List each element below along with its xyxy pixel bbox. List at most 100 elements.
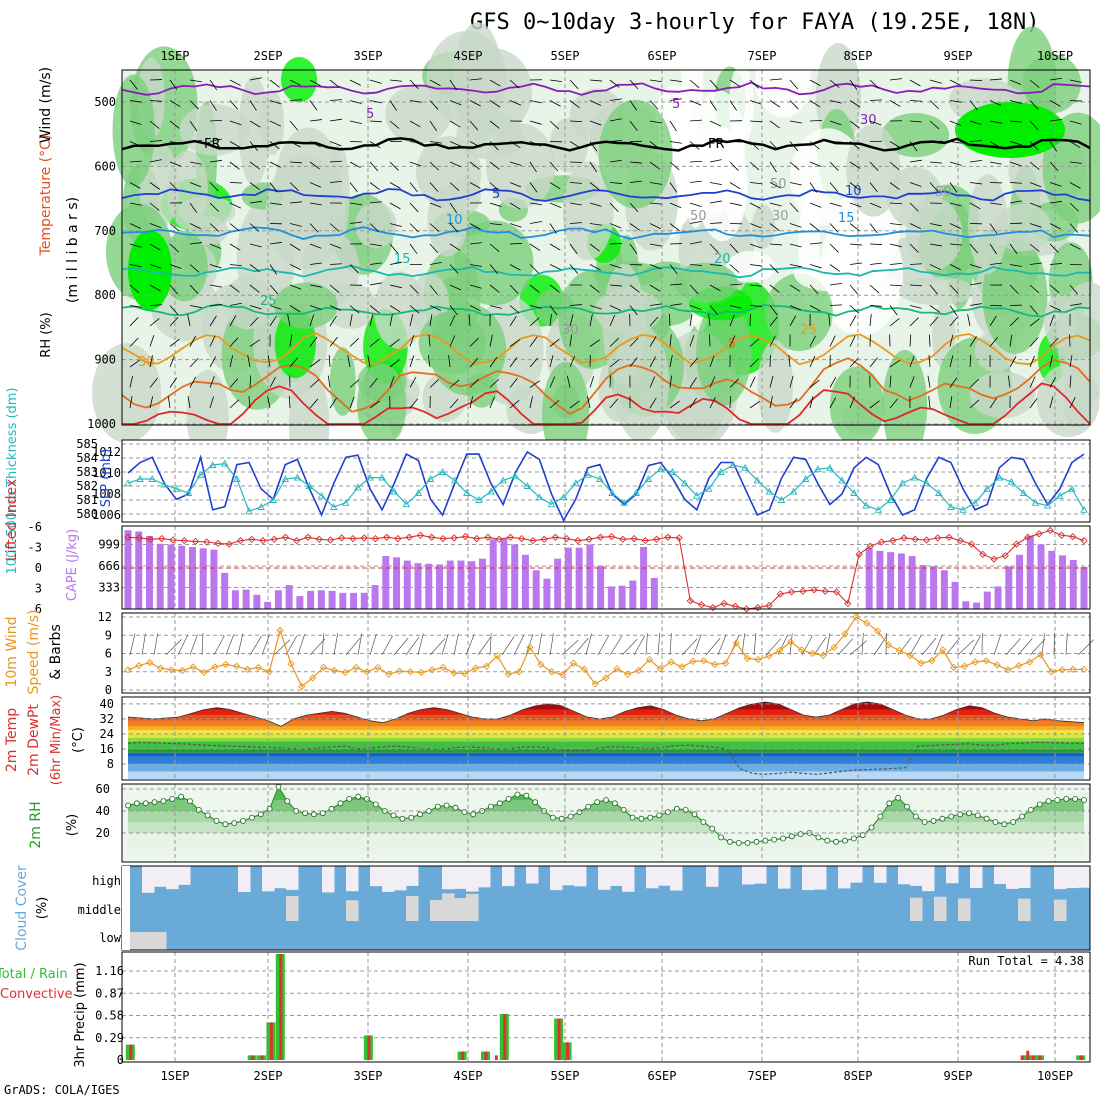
wind-speed-marker — [808, 649, 817, 658]
wind-barb — [489, 182, 500, 191]
wind-barb — [909, 305, 922, 309]
lifted-index-marker — [169, 536, 177, 544]
cloud-block-high — [598, 866, 611, 890]
wind-barb — [149, 182, 161, 190]
wind-barb — [669, 355, 673, 368]
wind-barb — [289, 357, 298, 368]
wind-barb — [969, 243, 979, 254]
wind-barb — [489, 223, 502, 226]
wind-barb — [229, 337, 239, 347]
wind-barb — [389, 338, 400, 347]
thickness-marker — [741, 463, 749, 471]
precip-convective-bar — [269, 1022, 273, 1060]
wind-barb — [589, 100, 602, 106]
wind-tick-label: 12 — [98, 610, 112, 624]
wind-barb — [409, 141, 422, 144]
wind-barb — [849, 335, 856, 347]
lifted-index-marker — [1035, 530, 1043, 538]
lifted-index-marker — [619, 535, 627, 543]
cape-bar — [607, 586, 615, 609]
wind-barb — [189, 358, 199, 368]
wind-barb — [1049, 223, 1061, 230]
wind-barb — [329, 141, 342, 147]
wind-barb — [569, 400, 580, 409]
wind-barb — [369, 305, 380, 314]
wind-barb — [169, 100, 181, 108]
thickness-marker — [196, 470, 205, 478]
wind-barb — [649, 316, 659, 327]
wind-barb — [689, 377, 697, 388]
wind-barb — [389, 376, 395, 388]
wind-barb — [229, 378, 239, 388]
wind-barb — [1029, 284, 1040, 294]
surface-wind-barb — [321, 633, 325, 656]
lifted-index-marker — [697, 601, 706, 609]
wind-tick-label: 0 — [105, 683, 112, 697]
rh2m-marker — [408, 814, 415, 821]
wind-speed-marker — [374, 663, 382, 672]
wind-barb — [549, 338, 560, 347]
rh-blob — [128, 230, 172, 310]
wind-speed-marker — [700, 657, 708, 665]
wind-barb — [509, 357, 518, 368]
wind-barb — [489, 100, 501, 108]
cloud-block-high — [778, 866, 791, 889]
lifted-index-marker — [664, 533, 672, 541]
wind-barb — [149, 223, 162, 229]
wind-barb — [209, 223, 220, 232]
wind-barb — [329, 160, 342, 163]
rh-blob — [238, 76, 270, 186]
temp-band — [128, 756, 1084, 764]
wind-barb — [989, 315, 997, 327]
cloud-block-high — [322, 866, 335, 893]
wind-barb — [649, 356, 656, 368]
wind-barb — [129, 284, 140, 294]
surface-wind-barb — [813, 636, 827, 656]
precip-convective-bar — [251, 1055, 255, 1060]
wind-barb — [249, 120, 261, 128]
wind-barb — [409, 223, 419, 233]
rh-band — [128, 800, 1084, 811]
wind-barb — [269, 202, 282, 206]
wind-barb — [1009, 200, 1022, 204]
li-tick-label: 6 — [35, 602, 42, 616]
wind-barb — [189, 139, 202, 142]
rh2m-marker — [603, 797, 609, 803]
wind-barb — [549, 120, 560, 130]
isotherm-label: 50 — [690, 209, 707, 224]
x-tick-label-bottom: 6SEP — [648, 1069, 677, 1083]
surface-wind-barb — [489, 633, 492, 656]
wind-barb — [369, 377, 378, 388]
wind-barb — [1049, 263, 1062, 265]
rh-blob — [790, 128, 866, 226]
wind-barb — [889, 202, 903, 205]
thickness-marker — [124, 479, 132, 487]
wind-barb — [189, 242, 202, 245]
wind-speed-marker — [960, 662, 969, 670]
thickness-marker — [1043, 501, 1052, 509]
rh-blob — [274, 282, 338, 329]
cloud-block-high — [610, 866, 623, 886]
wind-barb — [129, 141, 142, 147]
wind-barb — [829, 100, 842, 104]
wind-barb — [449, 100, 462, 106]
wind-barb — [649, 100, 659, 110]
temp-tick-label: 24 — [100, 727, 114, 741]
cloud-block-high — [874, 866, 887, 883]
wind-barb — [949, 264, 961, 271]
lifted-index-marker — [371, 534, 380, 543]
lifted-index-marker — [787, 588, 796, 596]
lifted-index-marker — [383, 533, 391, 541]
rh2m-marker — [1072, 796, 1079, 802]
rh2m-marker — [346, 796, 353, 802]
cloud-block-high — [1054, 866, 1067, 890]
cloud-block-high — [166, 866, 179, 890]
isotherm-label: 25 — [260, 294, 277, 309]
li-tick-label: -6 — [28, 520, 42, 534]
lifted-index-marker — [686, 597, 694, 605]
cape-bar — [436, 564, 443, 609]
cloud-block-high — [970, 866, 983, 889]
wind-barb — [1009, 120, 1022, 123]
wind-barb — [489, 284, 500, 293]
wind-barb — [329, 243, 342, 249]
